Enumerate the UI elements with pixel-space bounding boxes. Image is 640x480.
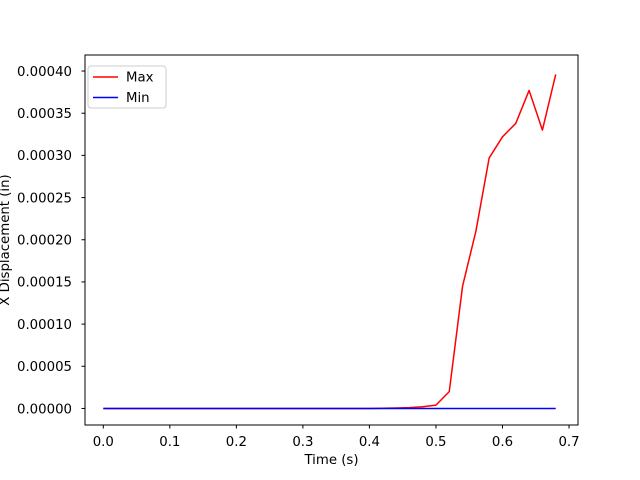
y-tick-label: 0.00035 — [17, 107, 72, 122]
x-tick-label: 0.1 — [159, 435, 180, 450]
y-tick-label: 0.00025 — [17, 191, 72, 206]
y-tick-label: 0.00000 — [17, 402, 72, 417]
x-tick-label: 0.3 — [292, 435, 313, 450]
x-tick-label: 0.6 — [492, 435, 513, 450]
y-tick-label: 0.00020 — [17, 234, 72, 249]
y-tick-label: 0.00030 — [17, 149, 72, 164]
x-tick-label: 0.4 — [359, 435, 380, 450]
series-line-max — [103, 74, 557, 410]
plot-border — [84, 54, 579, 426]
x-tick-label: 0.2 — [226, 435, 247, 450]
legend-label-min: Min — [126, 91, 150, 106]
x-tick-label: 0.5 — [425, 435, 446, 450]
y-tick-label: 0.00040 — [17, 65, 72, 80]
legend-label-max: Max — [126, 71, 154, 86]
y-axis-label: X Displacement (in) — [0, 174, 13, 305]
x-tick-label: 0.7 — [558, 435, 579, 450]
y-tick-label: 0.00005 — [17, 360, 72, 375]
y-tick-label: 0.00010 — [17, 318, 72, 333]
y-tick-label: 0.00015 — [17, 276, 72, 291]
x-tick-label: 0.0 — [93, 435, 114, 450]
x-axis-label: Time (s) — [303, 453, 358, 468]
